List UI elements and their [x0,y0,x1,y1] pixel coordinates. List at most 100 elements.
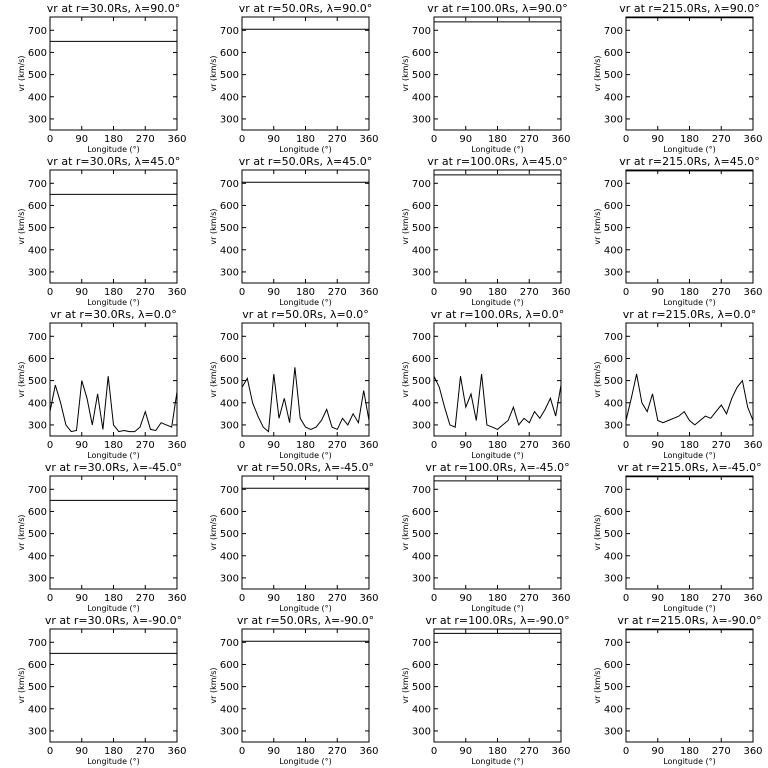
y-tick-label: 500 [412,376,431,387]
x-tick-label: 180 [680,593,699,604]
y-tick-label: 400 [412,398,431,409]
x-axis-label: Longitude (°) [87,145,140,154]
x-tick-label: 360 [743,134,762,145]
x-tick-label: 270 [136,746,155,757]
y-tick-label: 600 [412,660,431,671]
y-axis-label: vr (km/s) [17,667,26,703]
y-tick-label: 700 [220,26,239,37]
x-tick-label: 0 [47,746,53,757]
y-axis-label: vr (km/s) [17,514,26,550]
y-axis-label: vr (km/s) [209,667,218,703]
chart-title: vr at r=100.0Rs, λ=0.0° [431,308,564,321]
x-tick-label: 0 [239,440,245,451]
x-tick-label: 90 [459,287,472,298]
y-tick-label: 400 [28,245,47,256]
chart-title: vr at r=50.0Rs, λ=45.0° [239,155,372,168]
y-tick-label: 700 [220,485,239,496]
y-axis-label: vr (km/s) [593,361,602,397]
x-tick-label: 90 [459,440,472,451]
y-tick-label: 300 [412,267,431,278]
plot-frame [625,475,754,590]
y-axis-label: vr (km/s) [401,361,410,397]
plot-frame [49,322,178,437]
y-axis-label: vr (km/s) [593,667,602,703]
x-tick-label: 90 [459,593,472,604]
x-tick-label: 0 [623,593,629,604]
x-tick-label: 90 [267,134,280,145]
x-tick-label: 0 [623,287,629,298]
y-axis-label: vr (km/s) [17,361,26,397]
y-tick-label: 300 [412,114,431,125]
x-axis-label: Longitude (°) [471,451,524,460]
y-tick-label: 500 [220,682,239,693]
y-tick-label: 400 [28,92,47,103]
chart-title: vr at r=30.0Rs, λ=0.0° [50,308,176,321]
x-axis-label: Longitude (°) [279,757,332,766]
x-tick-label: 0 [47,287,53,298]
y-tick-label: 500 [412,223,431,234]
y-tick-label: 500 [220,376,239,387]
x-tick-label: 360 [359,440,378,451]
y-tick-label: 500 [412,70,431,81]
plot-frame [433,169,562,284]
y-axis-label: vr (km/s) [401,208,410,244]
x-tick-label: 90 [75,134,88,145]
y-tick-label: 400 [412,92,431,103]
y-tick-label: 700 [604,26,623,37]
x-tick-label: 270 [520,134,539,145]
y-tick-label: 400 [220,704,239,715]
y-tick-label: 300 [412,726,431,737]
x-tick-label: 180 [680,287,699,298]
x-tick-label: 360 [551,440,570,451]
y-tick-label: 300 [28,114,47,125]
x-tick-label: 90 [651,440,664,451]
x-tick-label: 270 [136,593,155,604]
x-tick-label: 0 [239,134,245,145]
x-tick-label: 90 [651,746,664,757]
y-axis-label: vr (km/s) [593,208,602,244]
y-axis-label: vr (km/s) [593,514,602,550]
y-tick-label: 300 [604,573,623,584]
y-tick-label: 600 [412,201,431,212]
y-tick-label: 600 [604,660,623,671]
x-tick-label: 360 [167,287,186,298]
x-tick-label: 360 [551,746,570,757]
plot-frame [241,475,370,590]
y-tick-label: 500 [28,223,47,234]
x-tick-label: 180 [296,746,315,757]
y-tick-label: 300 [604,267,623,278]
x-tick-label: 90 [75,287,88,298]
x-tick-label: 360 [551,134,570,145]
y-tick-label: 700 [604,485,623,496]
x-tick-label: 90 [75,593,88,604]
chart-title: vr at r=50.0Rs, λ=-45.0° [237,461,374,474]
x-tick-label: 180 [296,593,315,604]
x-tick-label: 270 [712,287,731,298]
x-axis-label: Longitude (°) [663,451,716,460]
y-tick-label: 600 [220,507,239,518]
plot-frame [241,628,370,743]
x-tick-label: 180 [488,593,507,604]
x-tick-label: 180 [296,134,315,145]
y-tick-label: 400 [220,245,239,256]
y-tick-label: 600 [604,201,623,212]
y-tick-label: 500 [220,70,239,81]
y-tick-label: 600 [28,507,47,518]
x-tick-label: 360 [743,440,762,451]
y-tick-label: 600 [412,48,431,59]
y-tick-label: 600 [412,507,431,518]
x-axis-label: Longitude (°) [279,145,332,154]
x-tick-label: 180 [104,134,123,145]
y-tick-label: 700 [28,638,47,649]
chart-title: vr at r=30.0Rs, λ=-45.0° [45,461,182,474]
chart-title: vr at r=215.0Rs, λ=-90.0° [617,614,761,627]
y-tick-label: 500 [604,223,623,234]
y-tick-label: 400 [604,551,623,562]
chart-title: vr at r=30.0Rs, λ=45.0° [47,155,180,168]
x-tick-label: 180 [296,440,315,451]
y-tick-label: 700 [28,179,47,190]
y-axis-label: vr (km/s) [209,361,218,397]
y-axis-label: vr (km/s) [401,667,410,703]
chart-title: vr at r=215.0Rs, λ=-45.0° [617,461,761,474]
y-tick-label: 500 [412,529,431,540]
